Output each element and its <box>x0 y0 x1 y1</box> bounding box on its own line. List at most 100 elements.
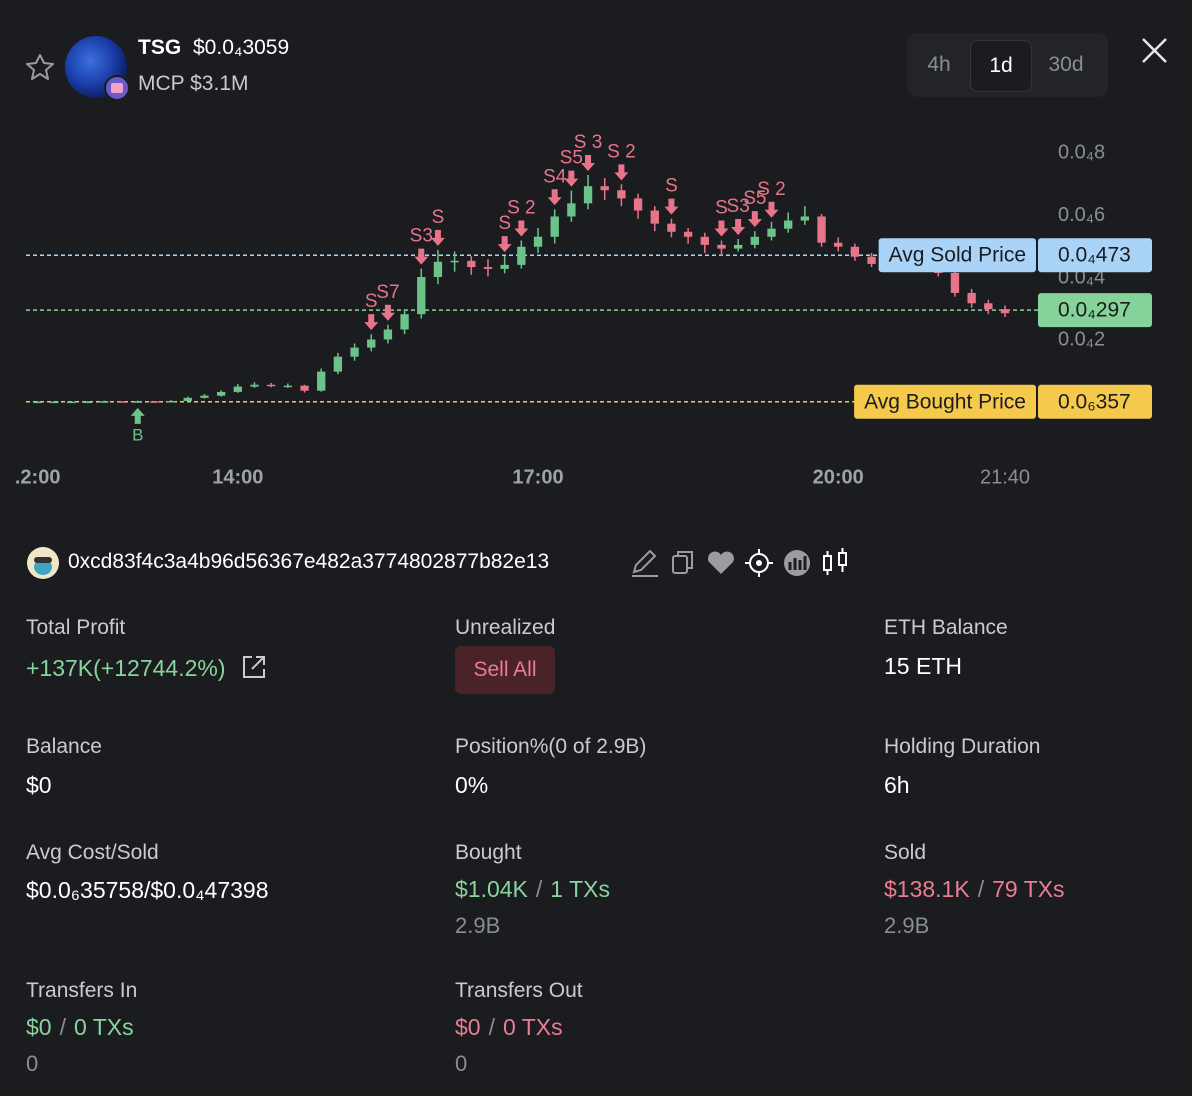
target-cross[interactable] <box>745 549 773 577</box>
sell-label: S <box>498 213 511 234</box>
candle-icon[interactable] <box>823 548 847 575</box>
x-tick-label: 21:40 <box>980 466 1030 488</box>
bought-amount: $1.04K <box>455 876 528 902</box>
candle-body <box>733 244 743 249</box>
sell-label: S 2 <box>757 179 786 200</box>
heart-shape[interactable] <box>708 551 734 574</box>
candle-wicks[interactable] <box>826 548 844 575</box>
price-badge-bg <box>854 384 1036 419</box>
candle-body <box>700 236 709 245</box>
transfers-out-amount: $0 <box>455 1014 481 1040</box>
candle-body <box>617 190 626 199</box>
stat-label: Bought <box>455 841 522 864</box>
transfers-in-amount: $0 <box>26 1014 52 1040</box>
sell-arrow <box>581 154 596 171</box>
edit-icon[interactable] <box>632 549 658 577</box>
candle-body <box>216 391 226 396</box>
candle-body <box>250 384 259 387</box>
target-dot[interactable] <box>756 560 762 566</box>
candle-body <box>33 401 42 404</box>
x-tick-label: 14:00 <box>212 466 263 488</box>
candle-right[interactable] <box>838 552 847 566</box>
sell-label: S3 <box>727 196 750 217</box>
candle-left[interactable] <box>823 555 832 571</box>
sell-label: S5 <box>743 188 766 209</box>
star-icon[interactable] <box>26 54 54 80</box>
stat-label: Transfers Out <box>455 979 583 1002</box>
sell-all-button[interactable]: Sell All <box>455 646 555 694</box>
candle-body <box>483 267 493 269</box>
stat-label: Balance <box>26 735 102 758</box>
external-link-shape[interactable] <box>242 656 265 678</box>
stat-value: 6h <box>884 772 910 798</box>
timeframe-button[interactable]: 4h <box>927 53 951 76</box>
candle-body <box>533 236 543 247</box>
sell-arrow <box>497 236 512 253</box>
sell-label: S 3 <box>574 132 603 153</box>
sell-label: S <box>432 207 445 228</box>
timeframe-button[interactable]: 30d <box>1048 53 1084 76</box>
candle-body <box>116 401 126 403</box>
candle-body <box>600 186 609 191</box>
candle-body <box>133 401 142 403</box>
stat-sub: 2.9B <box>884 913 930 938</box>
stat-label: Transfers In <box>26 979 138 1002</box>
separator: / <box>59 1014 66 1040</box>
total-profit: +137K(+12744.2%) <box>26 655 226 681</box>
candle-body <box>500 264 509 269</box>
x-tick-label: .2:00 <box>15 466 61 488</box>
chart-link-icon[interactable] <box>784 550 810 576</box>
candle-body <box>150 401 159 403</box>
sell-arrow <box>430 229 445 246</box>
stat-value: $0 <box>26 772 52 798</box>
wallet-avatar-glasses <box>34 557 52 563</box>
candle-body <box>333 356 343 372</box>
price-value-bg <box>1038 384 1152 419</box>
candle-body <box>834 242 843 247</box>
candle-body <box>1000 309 1010 314</box>
stat-value: 15 ETH <box>884 653 962 679</box>
candle-body <box>83 401 92 404</box>
stat-value: $138.1K / 79 TXs <box>884 876 1065 903</box>
price-badge-name: Avg Bought Price <box>864 390 1026 413</box>
stat-value: $0.0₆35758/$0.0₄47398 <box>26 877 269 903</box>
candle-body <box>550 216 559 237</box>
favorite-icon[interactable] <box>708 551 734 574</box>
candle-body <box>984 303 993 310</box>
chart-link-bars[interactable] <box>788 556 807 570</box>
external-link-icon[interactable] <box>240 653 268 681</box>
sell-label: S 2 <box>607 141 636 162</box>
wallet-actions <box>632 548 847 577</box>
price-value-bg <box>1038 238 1152 273</box>
copy-shape[interactable] <box>672 555 688 574</box>
candle-body <box>817 216 826 243</box>
sell-arrow <box>664 198 679 215</box>
copy-shape-back[interactable] <box>677 551 693 569</box>
sell-arrow <box>714 220 729 237</box>
star-shape[interactable] <box>26 54 54 80</box>
edit-shape[interactable] <box>632 549 658 577</box>
transfers-out-txs: 0 TXs <box>502 1014 563 1040</box>
candle-body <box>400 314 409 330</box>
separator: / <box>535 876 543 902</box>
stat-label: Avg Cost/Sold <box>26 841 159 864</box>
sell-label: S <box>715 198 728 219</box>
price-value-bg <box>1038 293 1152 328</box>
price-value-label: 0.0₄297 <box>1058 299 1131 322</box>
target-icon[interactable] <box>745 549 773 577</box>
timeframe-button[interactable]: 1d <box>970 40 1032 92</box>
stat-sub: 0 <box>26 1051 39 1076</box>
copy-icon[interactable] <box>672 551 693 574</box>
candle-body <box>300 385 309 391</box>
close-button[interactable] <box>1142 38 1167 63</box>
candle-body <box>667 223 676 232</box>
sell-label: S <box>665 176 678 197</box>
sell-label: S 2 <box>507 198 536 219</box>
wallet-address[interactable]: 0xcd83f4c3a4b96d56367e482a3774802877b82e… <box>68 550 550 573</box>
sell-arrow <box>564 170 579 187</box>
buy-arrow <box>130 407 145 424</box>
candle-body <box>450 260 459 263</box>
close-icon[interactable] <box>1142 38 1167 63</box>
stat-value: $1.04K / 1 TXs <box>455 876 610 903</box>
